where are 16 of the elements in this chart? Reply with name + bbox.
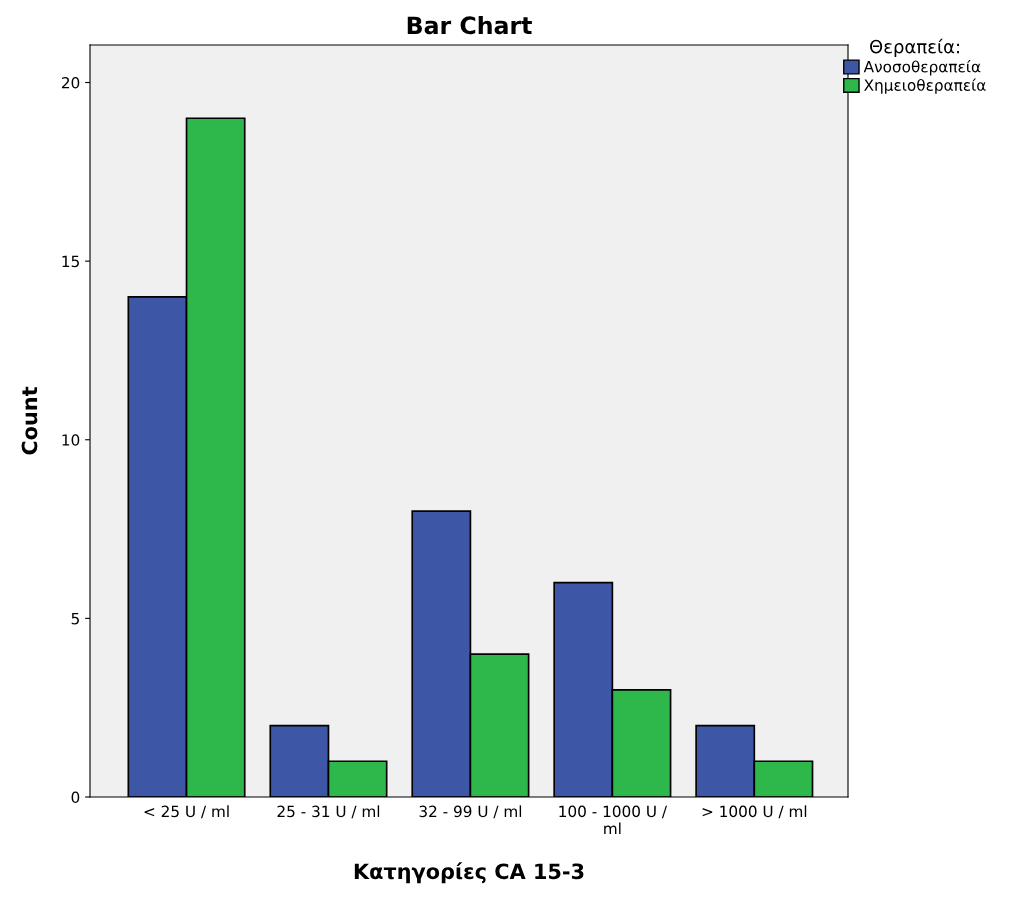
y-tick-label: 15: [62, 255, 79, 268]
x-tick-label: 25 - 31 U / ml: [277, 805, 380, 819]
x-axis-title: Κατηγορίες CA 15-3: [354, 862, 584, 884]
chart-title: Bar Chart: [407, 15, 532, 35]
x-tick-label: > 1000 U / ml: [702, 805, 807, 819]
y-tick-label: 5: [71, 613, 79, 625]
legend-title: Θεραπεία:: [870, 38, 959, 57]
y-tick-label: 0: [71, 791, 80, 804]
x-tick-label: < 25 U / ml: [144, 805, 229, 819]
legend-label: Ανοσοθεραπεία: [863, 60, 981, 76]
y-tick-label: 10: [62, 434, 80, 446]
x-tick-label: 100 - 1000 U / ml: [559, 805, 668, 835]
y-tick-label: 20: [61, 76, 80, 89]
x-tick-label: 32 - 99 U / ml: [419, 805, 522, 819]
legend-label: Χημειοθεραπεία: [864, 78, 986, 94]
y-axis-title: Count: [21, 386, 38, 455]
